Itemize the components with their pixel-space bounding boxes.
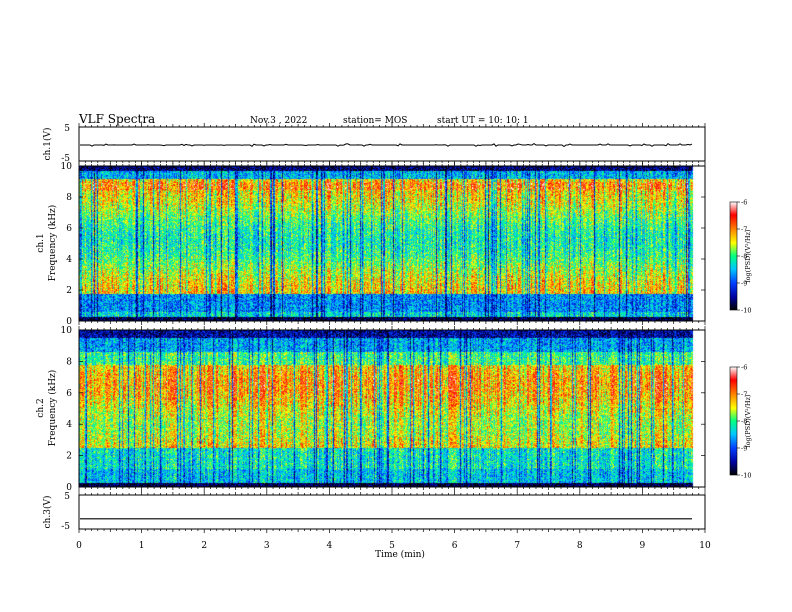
ch1-colorbar-gradient [729, 201, 738, 311]
time-tick-label: 0 [76, 541, 82, 551]
ch2-spectrogram-yticks: 0 2 4 6 8 10 [61, 326, 705, 493]
colorbar-tick-label: -6 [741, 364, 747, 372]
colorbar-tick-label: -8 [741, 253, 747, 261]
frequency-tick-label: 4 [66, 255, 72, 265]
time-tick-label: 7 [514, 541, 520, 551]
ch1-spectrogram-panel: 0 2 4 6 8 10 ch.1 Frequency (kHz) [36, 162, 706, 327]
ch1-waveform-trace [80, 142, 693, 148]
ch1-ytick-bottom: -5 [61, 154, 70, 164]
frequency-tick-label: 6 [66, 224, 72, 234]
ch2-colorbar-label: log(PSD)(V²/Hz) [744, 394, 752, 447]
time-axis-tick-labels: 0 1 2 3 4 5 6 7 8 9 10 [76, 541, 711, 551]
ch2-spectrogram-panel: 0 2 4 6 8 10 ch.2 Frequency (kHz) [36, 326, 706, 493]
time-tick-label: 3 [264, 541, 270, 551]
time-tick-label: 1 [139, 541, 145, 551]
ch2-colorbar: -6 -7 -8 -9 -10 log(PSD)(V²/Hz) [729, 364, 752, 480]
frequency-tick-label: 6 [66, 389, 72, 399]
colorbar-tick-label: -8 [741, 418, 747, 426]
ch3-waveform-ylabel: ch.3(V) [42, 496, 53, 529]
colorbar-tick-label: -10 [741, 307, 751, 315]
ch1-waveform-ticks [78, 123, 706, 165]
ch1-spectrogram-image [79, 166, 705, 321]
date-label: Nov.3 , 2022 [250, 116, 307, 126]
frequency-tick-label: 10 [61, 326, 73, 336]
colorbar-tick-label: -7 [741, 391, 747, 399]
ch2-colorbar-gradient [729, 366, 738, 476]
ch2-spectrogram-xticks [78, 326, 706, 491]
frequency-tick-label: 8 [66, 193, 72, 203]
ch1-waveform-ylabel: ch.1(V) [42, 128, 53, 161]
ch3-waveform-ticks [78, 491, 706, 533]
colorbar-tick-label: -7 [741, 226, 747, 234]
ch1-ytick-top: 5 [64, 124, 70, 134]
ch3-waveform-panel: 5 -5 ch.3(V) [42, 491, 706, 533]
time-axis-label: Time (min) [375, 549, 425, 560]
ch1-waveform-frame [78, 126, 706, 162]
frequency-tick-label: 0 [66, 317, 72, 327]
time-tick-label: 8 [577, 541, 583, 551]
colorbar-tick-label: -10 [741, 472, 751, 480]
frequency-tick-label: 10 [61, 162, 73, 172]
time-tick-label: 4 [327, 541, 333, 551]
frequency-tick-label: 4 [66, 420, 72, 430]
frequency-tick-label: 2 [66, 286, 72, 296]
ch2-spectrogram-image [79, 330, 705, 487]
ch2-spectrogram-ylabel-frequency: Frequency (kHz) [47, 370, 58, 447]
frequency-tick-label: 0 [66, 483, 72, 493]
time-tick-label: 9 [640, 541, 646, 551]
figure-title: VLF Spectra [78, 112, 155, 126]
time-tick-label: 10 [699, 541, 711, 551]
start-ut-label: start UT = 10: 10: 1 [437, 116, 529, 126]
colorbar-tick-label: -9 [741, 280, 747, 288]
ch1-waveform-panel: 5 -5 ch.1(V) [42, 123, 706, 165]
ch2-colorbar-ticks: -6 -7 -8 -9 -10 [737, 364, 751, 480]
frequency-tick-label: 2 [66, 452, 72, 462]
ch2-spectrogram-ylabel-channel: ch.2 [36, 398, 46, 417]
ch1-colorbar-ticks: -6 -7 -8 -9 -10 [737, 199, 751, 315]
time-tick-label: 6 [452, 541, 458, 551]
time-tick-label: 2 [201, 541, 207, 551]
ch3-ytick-top: 5 [64, 492, 70, 502]
ch1-spectrogram-yticks: 0 2 4 6 8 10 [61, 162, 705, 327]
station-label: station= MOS [343, 116, 407, 126]
time-tick-label: 5 [389, 541, 395, 551]
frequency-tick-label: 8 [66, 357, 72, 367]
colorbar-tick-label: -9 [741, 445, 747, 453]
ch1-spectrogram-xticks [78, 162, 706, 325]
colorbar-tick-label: -6 [741, 199, 747, 207]
ch3-waveform-frame [78, 494, 706, 530]
ch1-colorbar-label: log(PSD)(V²/Hz) [744, 229, 752, 282]
ch1-spectrogram-ylabel-frequency: Frequency (kHz) [47, 205, 58, 282]
ch1-spectrogram-ylabel-channel: ch.1 [36, 233, 46, 252]
ch1-colorbar: -6 -7 -8 -9 -10 log(PSD)(V²/Hz) [729, 199, 752, 315]
ch3-ytick-bottom: -5 [61, 522, 70, 532]
